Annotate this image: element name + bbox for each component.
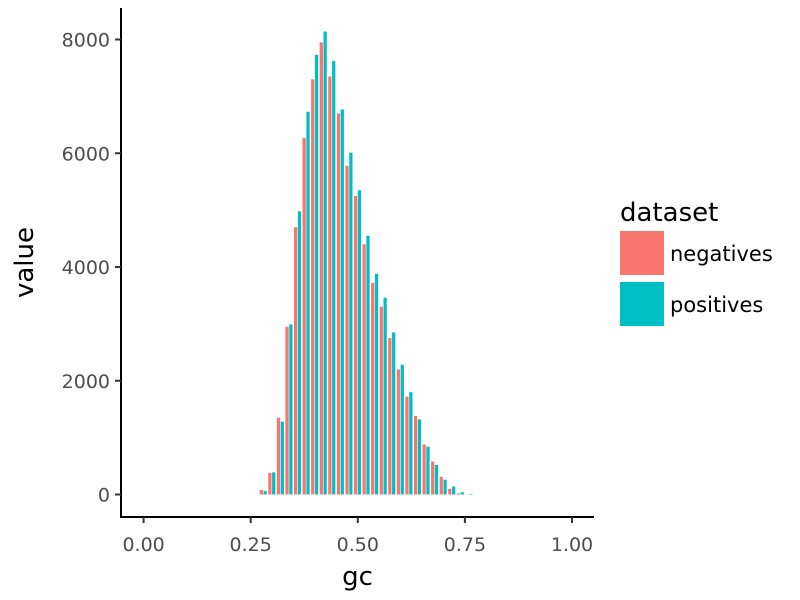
bar-negatives <box>388 338 392 495</box>
x-axis-ticks: 0.00 0.25 0.50 0.75 1.00 <box>122 517 593 556</box>
bar-positives <box>280 421 284 495</box>
y-tick-label: 0 <box>98 485 110 507</box>
bar-negatives <box>353 195 358 495</box>
y-tick-label: 2000 <box>62 371 110 393</box>
bar-positives <box>306 111 310 495</box>
bar-positives <box>263 491 267 495</box>
bar-positives <box>340 109 344 495</box>
y-axis-title: value <box>10 227 40 298</box>
bar-negatives <box>439 476 443 495</box>
legend-label-negatives: negatives <box>670 242 773 266</box>
bar-positives <box>452 486 456 495</box>
x-tick-label: 1.00 <box>551 534 593 556</box>
bar-negatives <box>319 42 323 495</box>
bar-positives <box>400 364 404 495</box>
bar-negatives <box>456 493 461 495</box>
bar-negatives <box>422 444 426 495</box>
bar-negatives <box>336 113 341 495</box>
x-tick-label: 0.75 <box>444 534 486 556</box>
bar-negatives <box>285 326 289 495</box>
bar-negatives <box>396 369 401 495</box>
bar-negatives <box>259 489 263 495</box>
bar-positives <box>409 392 413 495</box>
bar-negatives <box>448 488 452 495</box>
bar-positives <box>332 61 336 495</box>
bar-positives <box>272 472 276 495</box>
bar-negatives <box>362 244 366 495</box>
bar-negatives <box>268 472 272 495</box>
x-tick-label: 0.25 <box>230 534 272 556</box>
x-tick-label: 0.50 <box>337 534 379 556</box>
y-tick-label: 6000 <box>62 143 110 165</box>
bar-positives <box>417 419 422 495</box>
bar-negatives <box>413 416 418 495</box>
legend-key-negatives <box>620 231 664 275</box>
bar-positives <box>289 324 293 495</box>
bar-negatives <box>379 306 383 495</box>
bar-positives <box>426 446 430 495</box>
bar-negatives <box>302 137 306 495</box>
y-axis-ticks: 0 2000 4000 6000 8000 <box>62 30 121 507</box>
x-tick-label: 0.00 <box>122 534 164 556</box>
bar-positives <box>460 492 464 495</box>
bar-negatives <box>293 227 298 495</box>
bar-positives <box>323 31 327 495</box>
bar-positives <box>357 190 362 495</box>
bar-negatives <box>276 417 281 495</box>
y-tick-label: 8000 <box>62 30 110 52</box>
bar-negatives <box>371 282 375 495</box>
bar-negatives <box>345 165 349 495</box>
bar-positives <box>374 273 379 495</box>
y-tick-label: 4000 <box>62 257 110 279</box>
bar-negatives <box>405 396 409 495</box>
bar-positives <box>443 479 447 495</box>
bar-negatives <box>311 79 315 495</box>
legend-title: dataset <box>620 198 718 228</box>
bar-negatives <box>328 76 332 495</box>
bar-positives <box>314 54 319 495</box>
bar-negatives <box>431 461 435 495</box>
bar-positives <box>366 235 370 495</box>
legend-key-positives <box>620 282 664 326</box>
bar-positives <box>434 464 439 495</box>
x-axis-title: gc <box>342 562 373 592</box>
bar-positives <box>392 332 396 495</box>
legend-label-positives: positives <box>670 293 763 317</box>
legend: dataset negatives positives <box>620 198 773 326</box>
bar-positives <box>383 297 387 495</box>
bar-positives <box>349 152 353 495</box>
bar-positives <box>469 493 473 495</box>
bars-group <box>259 31 473 495</box>
bar-positives <box>297 211 302 495</box>
